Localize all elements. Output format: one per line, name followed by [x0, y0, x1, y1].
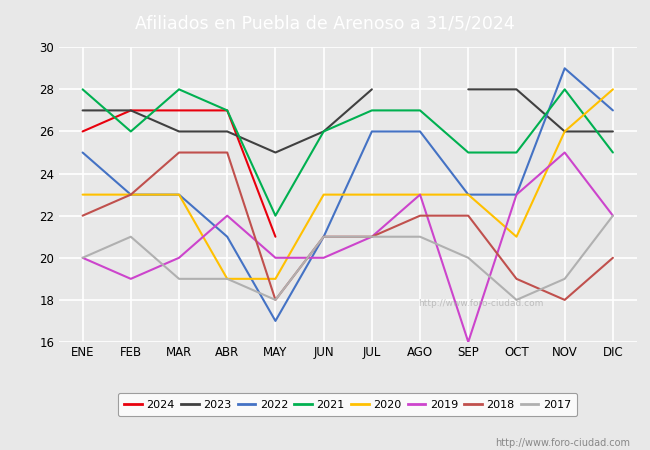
- Text: http://www.foro-ciudad.com: http://www.foro-ciudad.com: [418, 299, 543, 308]
- Legend: 2024, 2023, 2022, 2021, 2020, 2019, 2018, 2017: 2024, 2023, 2022, 2021, 2020, 2019, 2018…: [118, 393, 577, 416]
- Text: Afiliados en Puebla de Arenoso a 31/5/2024: Afiliados en Puebla de Arenoso a 31/5/20…: [135, 14, 515, 33]
- Text: http://www.foro-ciudad.com: http://www.foro-ciudad.com: [495, 438, 630, 448]
